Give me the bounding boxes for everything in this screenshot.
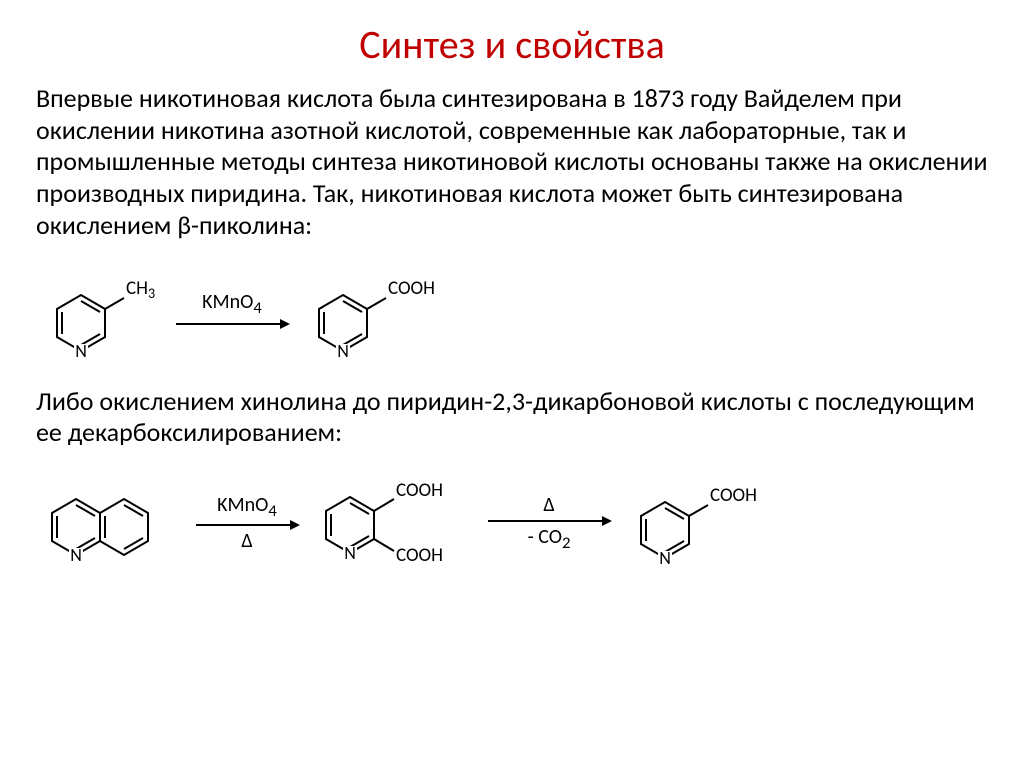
kmno4-label-2: KMnO: [217, 493, 268, 517]
delta-label-1: Δ: [241, 531, 252, 551]
paragraph-1: Впервые никотиновая кислота была синтези…: [36, 83, 988, 242]
cooh-label-2b: COOH: [396, 544, 443, 567]
co2-sub: 2: [562, 533, 570, 553]
svg-text:N: N: [344, 542, 356, 564]
structure-quinolinic-acid: N COOH COOH: [308, 463, 478, 583]
structure-quinoline: N: [36, 469, 186, 577]
paragraph-2: Либо окислением хинолина до пиридин-2,3-…: [36, 386, 988, 449]
arrow-icon: [172, 315, 292, 333]
delta-label-2: Δ: [543, 495, 554, 515]
cooh-label-3: COOH: [710, 484, 757, 507]
reaction2-arrow-1: KMnO4 Δ: [192, 495, 302, 552]
svg-text:N: N: [659, 547, 671, 569]
reaction2-arrow-2: Δ - CO2: [484, 495, 614, 552]
kmno4-label: KMnO: [202, 290, 253, 314]
svg-text:N: N: [337, 340, 349, 362]
minus-co2-label: - CO: [528, 525, 562, 549]
structure-nicotinic-acid-1: N COOH: [298, 258, 458, 368]
cooh-label-2a: COOH: [396, 479, 443, 502]
reaction-1: N CH3 KMnO4 N COOH: [36, 258, 988, 368]
structure-nicotinic-acid-2: N COOH: [620, 469, 780, 577]
ch3-sub: 3: [148, 285, 155, 302]
svg-text:N: N: [70, 544, 82, 566]
reaction-2: N KMnO4 Δ N COOH COOH Δ: [36, 463, 988, 583]
reaction1-arrow: KMnO4: [172, 292, 292, 333]
slide-title: Синтез и свойства: [36, 20, 988, 69]
svg-text:N: N: [75, 340, 87, 362]
ch3-label: CH: [126, 277, 148, 300]
svg-text:CH3: CH3: [126, 277, 155, 302]
structure-beta-picoline: N CH3: [36, 258, 166, 368]
cooh-label-1: COOH: [388, 277, 435, 300]
